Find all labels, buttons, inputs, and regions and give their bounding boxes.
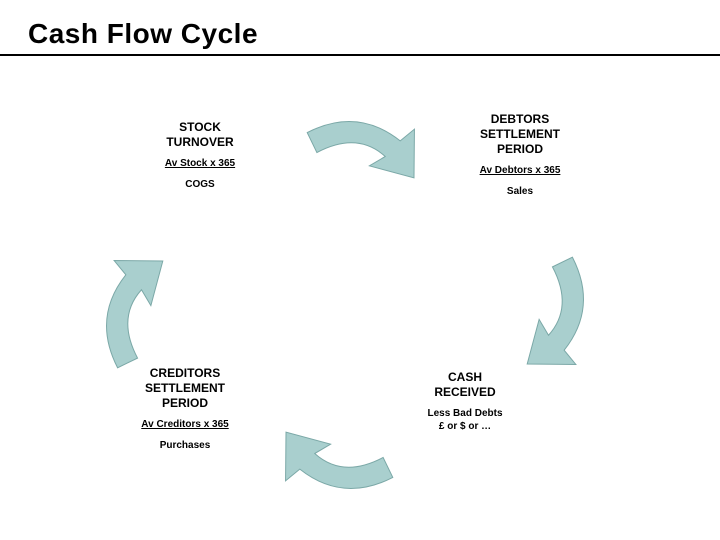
node-debtors: DEBTORS SETTLEMENT PERIOD Av Debtors x 3… xyxy=(430,112,610,198)
node-creditors: CREDITORS SETTLEMENT PERIOD Av Creditors… xyxy=(95,366,275,452)
node-stock-formula: Av Stock x 365 xyxy=(110,158,290,171)
node-creditors-line2: SETTLEMENT xyxy=(95,381,275,396)
node-stock-denom: COGS xyxy=(110,179,290,192)
node-debtors-line3: PERIOD xyxy=(430,142,610,157)
slide: Cash Flow Cycle STOCK TURNOVER Av Stock … xyxy=(0,0,720,540)
arrow-bottom-shape xyxy=(278,432,398,499)
node-stock: STOCK TURNOVER Av Stock x 365 COGS xyxy=(110,120,290,191)
node-creditors-line1: CREDITORS xyxy=(95,366,275,381)
node-stock-line1: STOCK xyxy=(110,120,290,135)
arrow-top xyxy=(290,100,430,200)
node-creditors-line3: PERIOD xyxy=(95,396,275,411)
node-debtors-line1: DEBTORS xyxy=(430,112,610,127)
node-creditors-denom: Purchases xyxy=(95,440,275,453)
node-cash-line1: CASH xyxy=(375,370,555,385)
page-title: Cash Flow Cycle xyxy=(28,18,258,50)
arrow-right-shape xyxy=(527,253,594,373)
arrow-left-shape xyxy=(96,253,163,373)
node-debtors-formula: Av Debtors x 365 xyxy=(430,165,610,178)
arrow-top-shape xyxy=(303,111,423,178)
node-debtors-line2: SETTLEMENT xyxy=(430,127,610,142)
arrow-right xyxy=(485,260,625,360)
node-creditors-formula: Av Creditors x 365 xyxy=(95,419,275,432)
node-debtors-denom: Sales xyxy=(430,186,610,199)
title-rule xyxy=(0,54,720,56)
node-stock-line2: TURNOVER xyxy=(110,135,290,150)
node-cash-line2: RECEIVED xyxy=(375,385,555,400)
arrow-bottom xyxy=(270,410,410,510)
arrow-left xyxy=(65,265,205,365)
